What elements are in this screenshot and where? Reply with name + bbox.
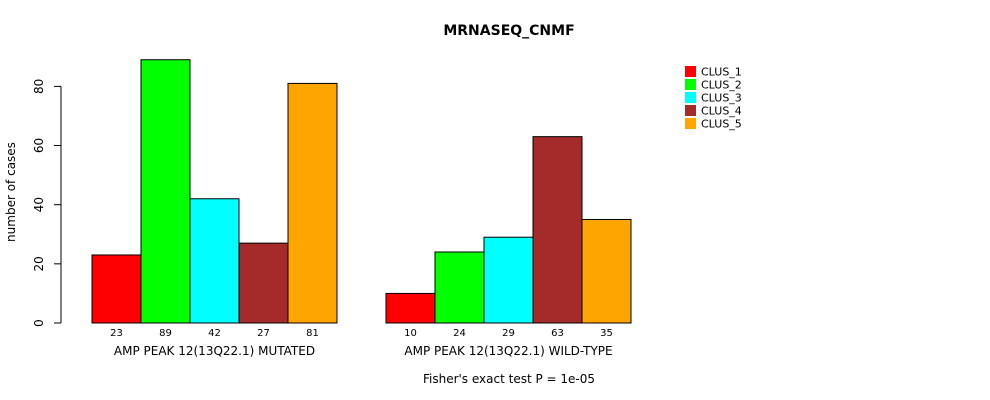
- bar: [189, 198, 240, 324]
- legend-swatch: [685, 118, 696, 129]
- y-tick-label: 20: [32, 256, 46, 271]
- bar-value-label: 42: [208, 328, 221, 339]
- y-tick-label: 60: [32, 138, 46, 153]
- group-label: AMP PEAK 12(13Q22.1) MUTATED: [114, 344, 315, 358]
- bar-value-label: 29: [502, 328, 515, 339]
- bar: [581, 218, 632, 324]
- bar-value-label: 23: [110, 328, 123, 339]
- legend-label: CLUS_2: [701, 79, 742, 92]
- bar-value-label: 27: [257, 328, 270, 339]
- bar: [238, 242, 289, 324]
- bar-value-label: 35: [600, 328, 613, 339]
- legend-label: CLUS_5: [701, 118, 742, 131]
- fisher-test-footnote: Fisher's exact test P = 1e-05: [423, 372, 595, 386]
- bar-value-label: 81: [306, 328, 319, 339]
- y-axis-label: number of cases: [4, 142, 18, 242]
- bar: [91, 254, 142, 324]
- bar: [385, 292, 436, 324]
- legend-swatch: [685, 66, 696, 77]
- y-tick-label: 0: [32, 319, 46, 327]
- legend-swatch: [685, 92, 696, 103]
- y-tick-label: 80: [32, 79, 46, 94]
- bar-value-label: 89: [159, 328, 172, 339]
- bar: [483, 236, 534, 324]
- bar: [140, 59, 191, 324]
- bar: [287, 82, 338, 324]
- bar: [434, 251, 485, 324]
- y-axis: 0 20 40 60 80: [32, 79, 62, 327]
- bar-value-label: 24: [453, 328, 466, 339]
- legend-swatch: [685, 79, 696, 90]
- y-tick-label: 40: [32, 197, 46, 212]
- legend-label: CLUS_1: [701, 66, 742, 79]
- group-label: AMP PEAK 12(13Q22.1) WILD-TYPE: [404, 344, 612, 358]
- bar-value-label: 10: [404, 328, 417, 339]
- legend-swatch: [685, 105, 696, 116]
- bar: [532, 136, 583, 324]
- group-labels: AMP PEAK 12(13Q22.1) MUTATED AMP PEAK 12(…: [114, 344, 613, 358]
- legend-label: CLUS_4: [701, 105, 742, 118]
- value-labels: 23 89 42 27 81 10 24 29 63 35: [110, 328, 613, 339]
- chart-title: MRNASEQ_CNMF: [443, 23, 574, 39]
- bar-value-label: 63: [551, 328, 564, 339]
- legend-label: CLUS_3: [701, 92, 742, 105]
- bars: [91, 59, 632, 324]
